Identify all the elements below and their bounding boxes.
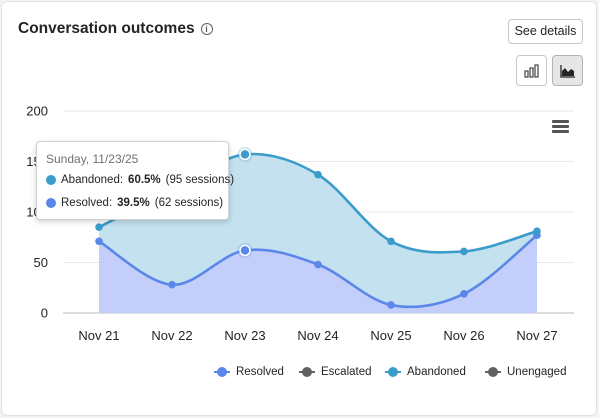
tooltip-detail: (95 sessions) [165,174,235,186]
data-point [387,237,395,246]
menu-line [552,120,569,123]
legend-label: Resolved [236,366,284,378]
x-tick-label: Nov 27 [516,328,557,343]
y-tick-label: 0 [41,306,48,321]
info-icon[interactable]: i [200,23,213,35]
x-tick-label: Nov 22 [151,328,192,343]
legend-symbol [485,367,501,377]
legend-item-unengaged[interactable]: Unengaged [485,366,566,378]
card-header: Conversation outcomes i [18,20,213,38]
x-tick-label: Nov 25 [370,328,411,343]
data-point [314,260,322,269]
data-point [387,301,395,309]
tooltip-row-resolved: Resolved: 39.5% (62 sessions) [46,197,223,209]
data-point [168,280,176,289]
tooltip-date: Sunday, 11/23/25 [46,152,139,166]
area-resolved [99,235,537,313]
bar-chart-toggle-button[interactable] [516,55,547,86]
x-tick-label: Nov 24 [297,328,338,343]
hamburger-menu-icon[interactable] [552,120,570,134]
legend-label: Abandoned [407,366,466,378]
x-tick-label: Nov 23 [224,328,265,343]
data-point [95,223,103,231]
legend-symbol [299,367,315,377]
data-point [533,227,541,235]
menu-line [552,130,569,133]
menu-line [552,125,569,128]
card-title: Conversation outcomes [18,20,195,37]
legend-item-abandoned[interactable]: Abandoned [385,366,466,378]
abandoned-dot [46,175,56,185]
data-point [460,247,468,256]
tooltip-detail: (62 sessions) [154,197,224,209]
y-tick-label: 200 [26,104,48,119]
y-tick-label: 50 [34,255,48,270]
legend-item-escalated[interactable]: Escalated [299,366,372,378]
x-tick-label: Nov 21 [78,328,119,343]
legend-label: Unengaged [507,366,567,378]
data-point [239,244,251,257]
resolved-dot [46,198,56,208]
data-point [314,170,322,179]
data-point [460,290,468,298]
tooltip-value: 60.5% [128,174,161,186]
legend-item-resolved[interactable]: Resolved [214,366,284,378]
area-chart-icon [559,64,575,78]
legend-symbol [385,367,401,377]
tooltip-label: Abandoned: [61,174,124,186]
data-point [95,237,103,246]
tooltip-row-abandoned: Abandoned: 60.5% (95 sessions) [46,174,234,186]
bar-chart-icon [523,63,539,78]
chart-tooltip: Sunday, 11/23/25 Abandoned: 60.5% (95 sess… [36,141,234,220]
data-point [239,148,251,161]
see-details-button[interactable]: See details [508,19,583,44]
tooltip-value: 39.5% [117,197,150,209]
legend-symbol [214,367,230,377]
area-chart-toggle-button[interactable] [552,55,583,86]
legend-label: Escalated [321,366,372,378]
x-tick-label: Nov 26 [443,328,484,343]
tooltip-label: Resolved: [61,197,113,209]
